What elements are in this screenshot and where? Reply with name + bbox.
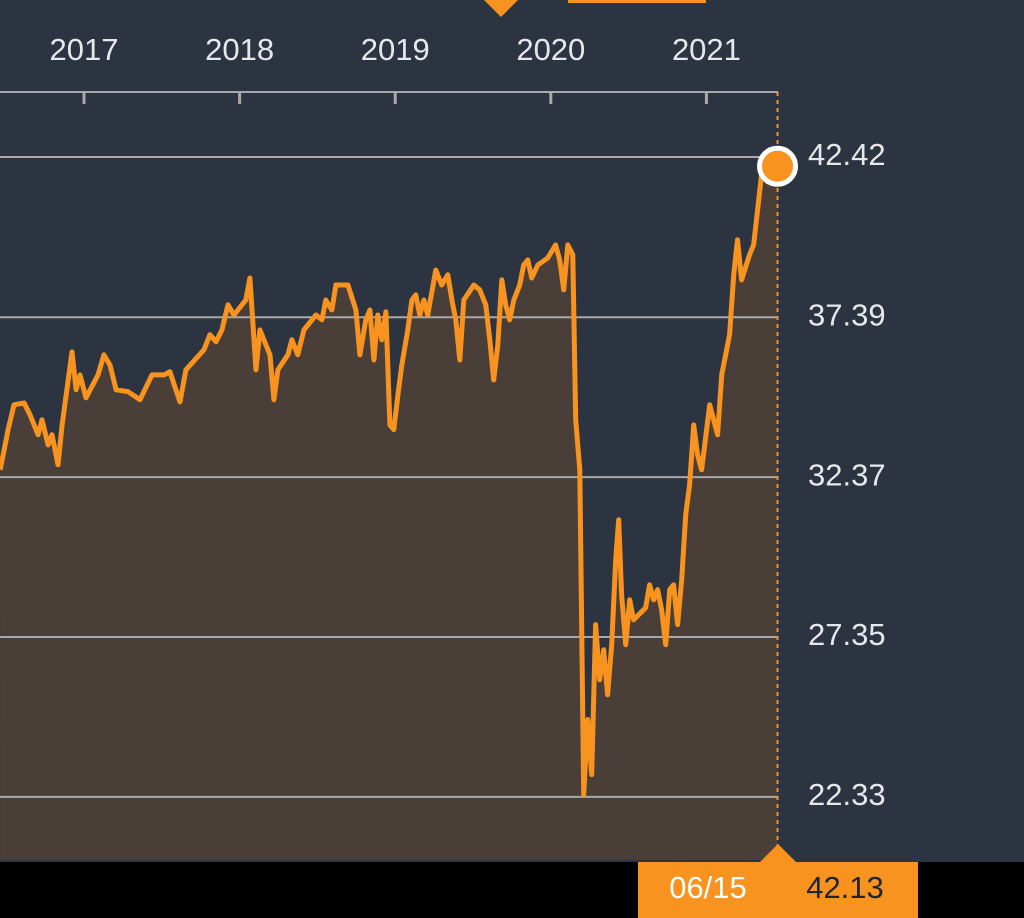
y-tick-label: 27.35 [808, 617, 886, 652]
plot: 22.33 27.35 32.37 37.39 42.42 2017 2018 2019 202… [0, 32, 886, 860]
area-fill [0, 166, 778, 860]
range-indicator [568, 0, 706, 3]
y-tick-label: 32.37 [808, 457, 886, 492]
x-tick-label: 2020 [516, 32, 585, 67]
y-tick-label: 37.39 [808, 297, 886, 332]
range-pointer [484, 0, 518, 17]
cursor-box [638, 862, 918, 918]
x-tick-label: 2019 [361, 32, 430, 67]
x-tick-label: 2017 [50, 32, 119, 67]
x-tick-label: 2021 [672, 32, 741, 67]
last-point-marker [757, 145, 799, 187]
cursor-date: 06/15 [669, 870, 747, 905]
x-tick-label: 2018 [205, 32, 274, 67]
price-line [0, 164, 780, 798]
cursor-value: 42.13 [806, 870, 884, 905]
y-tick-label: 22.33 [808, 777, 886, 812]
y-tick-label: 42.42 [808, 137, 886, 172]
cursor-pointer [760, 844, 796, 862]
